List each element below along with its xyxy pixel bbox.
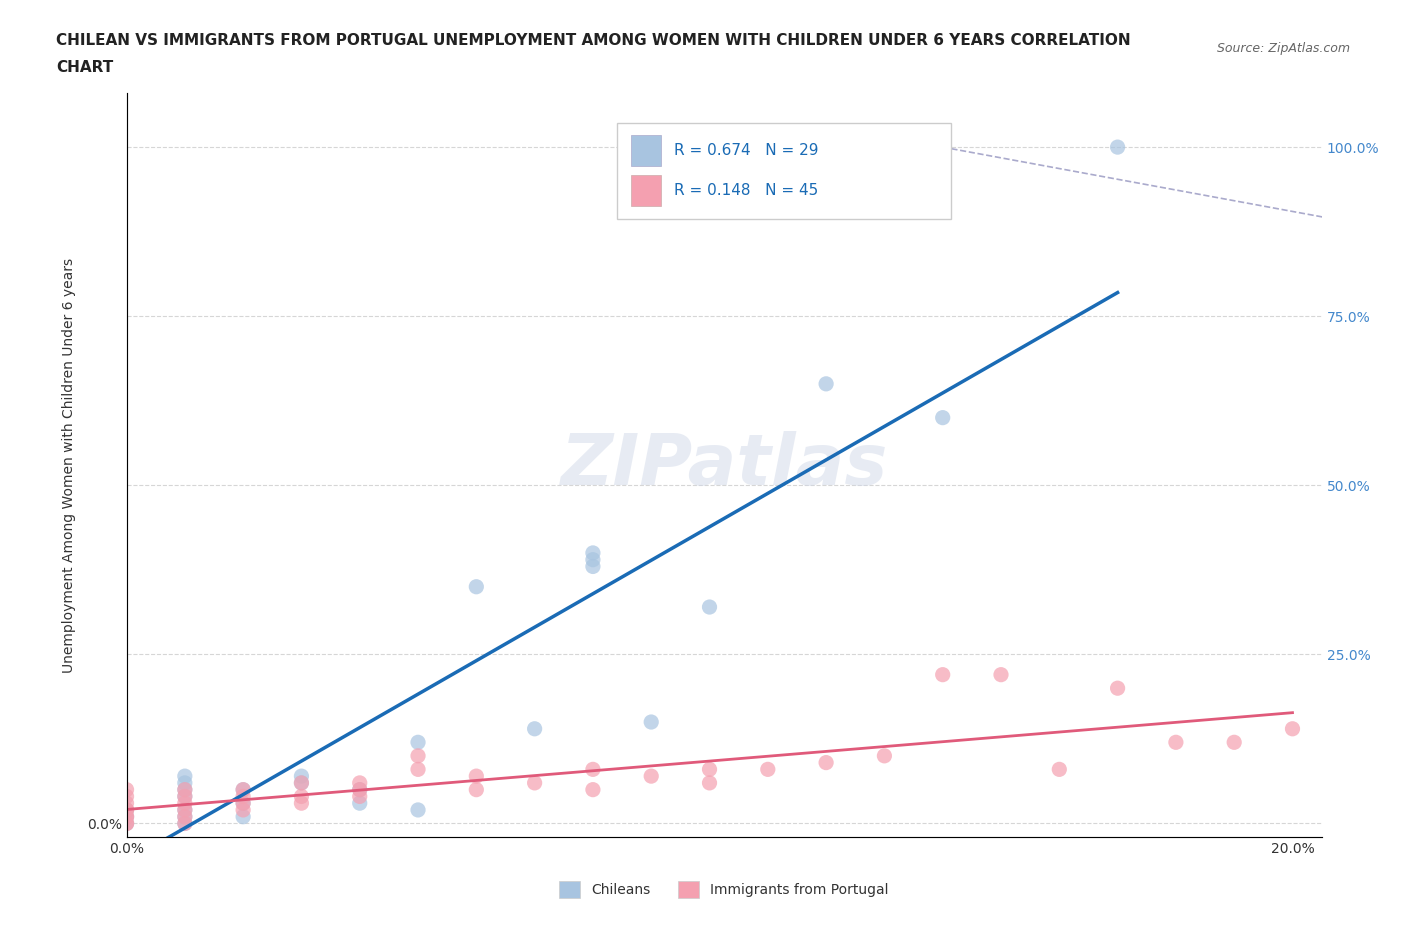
Point [115,782,138,797]
Point [173,789,195,804]
Point [115,796,138,811]
Point [582,782,605,797]
Point [232,782,254,797]
Point [465,769,488,784]
Point [173,816,195,830]
Point [290,776,312,790]
Point [290,769,312,784]
Point [115,809,138,824]
Point [699,776,721,790]
Point [290,796,312,811]
Point [232,789,254,804]
Y-axis label: Unemployment Among Women with Children Under 6 years: Unemployment Among Women with Children U… [62,258,76,672]
Point [640,714,662,729]
Point [290,776,312,790]
Point [1047,762,1070,777]
Point [173,789,195,804]
FancyBboxPatch shape [631,135,661,166]
Point [699,762,721,777]
Point [990,667,1012,682]
Point [1107,140,1129,154]
Point [523,722,546,737]
Text: R = 0.674   N = 29: R = 0.674 N = 29 [673,143,818,158]
Point [232,809,254,824]
Point [115,816,138,830]
FancyBboxPatch shape [616,123,950,219]
Point [640,769,662,784]
Point [173,769,195,784]
Text: CHILEAN VS IMMIGRANTS FROM PORTUGAL UNEMPLOYMENT AMONG WOMEN WITH CHILDREN UNDER: CHILEAN VS IMMIGRANTS FROM PORTUGAL UNEM… [56,33,1130,47]
Point [873,749,896,764]
Point [173,782,195,797]
Point [115,803,138,817]
Point [406,762,429,777]
Point [173,809,195,824]
Point [173,816,195,830]
Point [582,546,605,561]
Point [232,796,254,811]
Point [115,789,138,804]
Point [815,377,838,392]
Point [406,803,429,817]
Point [349,782,371,797]
Point [349,789,371,804]
Point [349,782,371,797]
Point [173,782,195,797]
Point [173,809,195,824]
Point [931,667,953,682]
Point [115,816,138,830]
Point [115,809,138,824]
Point [349,776,371,790]
Point [1107,681,1129,696]
Point [173,796,195,811]
Text: R = 0.148   N = 45: R = 0.148 N = 45 [673,183,818,198]
Point [523,776,546,790]
Point [173,803,195,817]
Point [815,755,838,770]
FancyBboxPatch shape [631,175,661,206]
Legend: Chileans, Immigrants from Portugal: Chileans, Immigrants from Portugal [553,873,896,905]
Point [582,552,605,567]
Point [232,803,254,817]
Point [756,762,779,777]
Point [349,796,371,811]
Point [232,782,254,797]
Text: CHART: CHART [56,60,114,75]
Point [582,762,605,777]
Text: Source: ZipAtlas.com: Source: ZipAtlas.com [1216,42,1350,55]
Point [406,735,429,750]
Point [290,789,312,804]
Point [1164,735,1187,750]
Text: ZIPatlas: ZIPatlas [561,431,887,499]
Point [406,749,429,764]
Point [465,782,488,797]
Point [1223,735,1246,750]
Point [173,776,195,790]
Point [931,410,953,425]
Point [115,809,138,824]
Point [582,559,605,574]
Point [115,803,138,817]
Point [699,600,721,615]
Point [115,803,138,817]
Point [1281,722,1303,737]
Point [465,579,488,594]
Point [115,816,138,830]
Point [232,796,254,811]
Point [173,803,195,817]
